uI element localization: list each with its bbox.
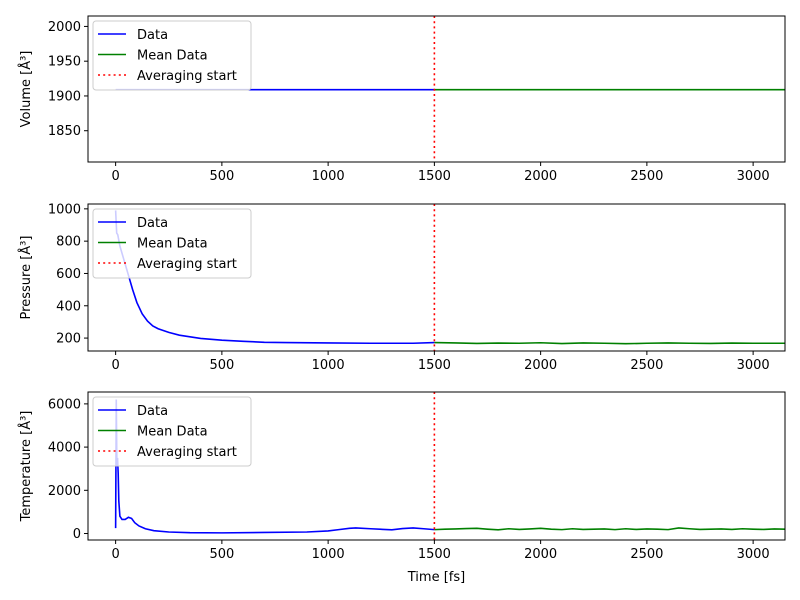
- series-line-mean-data: [434, 527, 785, 531]
- x-tick-label: 2000: [524, 547, 557, 562]
- legend-box: [92, 20, 252, 91]
- x-tick-label: 2000: [524, 358, 557, 373]
- subplot-2: 0 500 1000 1500 2000 2500 3000 200 400 600 800 1000…: [18, 202, 786, 373]
- subplot-1: 0 500 1000 1500 2000 2500 3000 1850 1900 1950 2000…: [18, 15, 786, 184]
- y-tick-label: 1000: [48, 202, 81, 217]
- legend-box: [92, 396, 252, 467]
- x-tick-label: 3000: [737, 547, 770, 562]
- legend: Data Mean Data Averaging start: [92, 20, 252, 91]
- y-tick-label: 1950: [48, 55, 81, 70]
- y-tick-label: 2000: [48, 484, 81, 499]
- y-tick-label: 400: [56, 299, 81, 314]
- legend-label: Mean Data: [137, 49, 208, 64]
- y-axis-label: Temperature [Å³]: [18, 411, 34, 523]
- x-tick-label: 2500: [630, 358, 663, 373]
- x-tick-label: 0: [111, 358, 119, 373]
- y-tick-label: 6000: [48, 397, 81, 412]
- axes-frame: [87, 391, 786, 541]
- axes-frame: [87, 15, 786, 163]
- legend-label: Mean Data: [137, 237, 208, 252]
- x-tick-label: 2500: [630, 547, 663, 562]
- y-tick-label: 600: [56, 267, 81, 282]
- x-tick-label: 3000: [737, 358, 770, 373]
- series-line-data: [114, 399, 435, 534]
- x-tick-label: 1500: [418, 358, 451, 373]
- legend-label: Mean Data: [137, 425, 208, 440]
- x-tick-label: 500: [209, 547, 234, 562]
- legend-label: Averaging start: [137, 445, 237, 460]
- x-tick-label: 3000: [737, 169, 770, 184]
- legend-label: Data: [137, 28, 168, 43]
- x-tick-label: 0: [111, 547, 119, 562]
- y-tick-label: 1850: [48, 124, 81, 139]
- legend-label: Data: [137, 216, 168, 231]
- y-tick-label: 4000: [48, 441, 81, 456]
- legend-box: [92, 208, 252, 279]
- legend-label: Averaging start: [137, 69, 237, 84]
- x-tick-label: 0: [111, 169, 119, 184]
- y-axis-label: Volume [Å³]: [18, 51, 34, 128]
- legend: Data Mean Data Averaging start: [92, 396, 252, 467]
- axes-frame: [87, 203, 786, 352]
- x-tick-label: 1500: [418, 547, 451, 562]
- x-tick-label: 1000: [312, 169, 345, 184]
- x-tick-label: 1000: [312, 547, 345, 562]
- y-tick-label: 0: [73, 527, 81, 542]
- x-tick-label: 2000: [524, 169, 557, 184]
- legend-label: Data: [137, 404, 168, 419]
- legend: Data Mean Data Averaging start: [92, 208, 252, 279]
- y-tick-label: 2000: [48, 20, 81, 35]
- series-line-mean-data: [434, 341, 785, 345]
- y-axis-label: Pressure [Å³]: [18, 236, 34, 320]
- x-tick-label: 1500: [418, 169, 451, 184]
- x-tick-label: 500: [209, 358, 234, 373]
- legend-label: Averaging start: [137, 257, 237, 272]
- x-axis-label: Time [fs]: [407, 570, 465, 585]
- x-tick-label: 2500: [630, 169, 663, 184]
- x-tick-label: 500: [209, 169, 234, 184]
- y-tick-label: 1900: [48, 89, 81, 104]
- y-tick-label: 800: [56, 235, 81, 250]
- subplot-3: 0 500 1000 1500 2000 2500 3000 0 2000 4000 6000 Tem…: [18, 391, 786, 585]
- y-tick-label: 200: [56, 332, 81, 347]
- x-tick-label: 1000: [312, 358, 345, 373]
